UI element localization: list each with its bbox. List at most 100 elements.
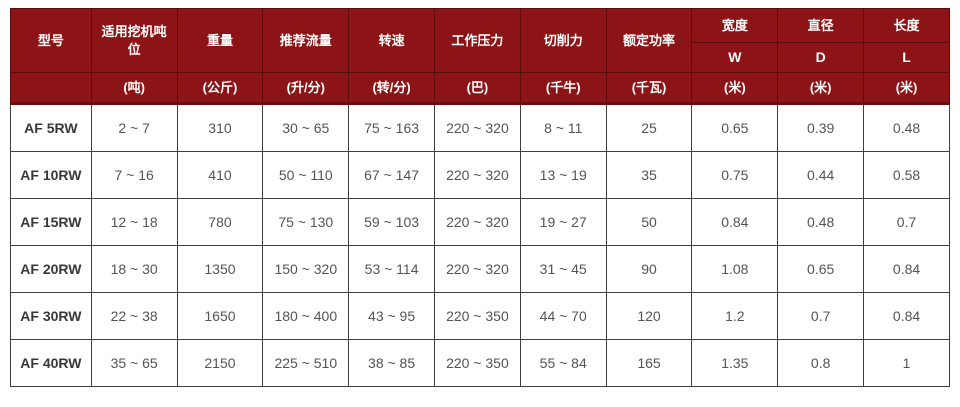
value-cell: 8 ~ 11 bbox=[519, 103, 607, 152]
value-cell: 22 ~ 38 bbox=[90, 292, 178, 340]
col-header-cutting-force: 切削力 bbox=[519, 8, 607, 73]
unit-tonnage: (吨) bbox=[90, 72, 178, 105]
unit-width: (米) bbox=[691, 72, 779, 105]
value-cell: 31 ~ 45 bbox=[519, 245, 607, 293]
value-cell: 225 ~ 510 bbox=[262, 339, 350, 387]
unit-cutting-force: (千牛) bbox=[519, 72, 607, 105]
value-cell: 220 ~ 320 bbox=[434, 103, 521, 152]
model-cell: AF 5RW bbox=[10, 103, 92, 152]
col-header-pressure: 工作压力 bbox=[434, 8, 521, 73]
col-header-tonnage: 适用挖机吨位 bbox=[90, 8, 178, 73]
value-cell: 0.8 bbox=[777, 339, 865, 387]
model-cell: AF 10RW bbox=[10, 151, 92, 199]
value-cell: 150 ~ 320 bbox=[262, 245, 350, 293]
value-cell: 59 ~ 103 bbox=[348, 198, 435, 246]
value-cell: 0.65 bbox=[777, 245, 865, 293]
value-cell: 0.84 bbox=[863, 292, 950, 340]
table-row: AF 40RW 35 ~ 65 2150 225 ~ 510 38 ~ 85 220 ~ … bbox=[10, 339, 950, 387]
unit-pressure: (巴) bbox=[434, 72, 521, 105]
unit-rated-power: (千瓦) bbox=[605, 72, 693, 105]
value-cell: 50 bbox=[605, 198, 693, 246]
spec-table: 型号 适用挖机吨位 重量 推荐流量 转速 工作压力 切削力 额定功率 宽度 直径… bbox=[10, 8, 950, 387]
value-cell: 180 ~ 400 bbox=[262, 292, 350, 340]
unit-model bbox=[10, 72, 92, 105]
value-cell: 44 ~ 70 bbox=[519, 292, 607, 340]
col-header-flow: 推荐流量 bbox=[262, 8, 350, 73]
unit-weight: (公斤) bbox=[176, 72, 264, 105]
value-cell: 50 ~ 110 bbox=[262, 151, 350, 199]
col-header-diameter: 直径 bbox=[777, 8, 865, 43]
value-cell: 780 bbox=[176, 198, 264, 246]
value-cell: 0.7 bbox=[863, 198, 950, 246]
value-cell: 2150 bbox=[176, 339, 264, 387]
table-row: AF 30RW 22 ~ 38 1650 180 ~ 400 43 ~ 95 220 ~ … bbox=[10, 292, 950, 340]
col-header-rated-power: 额定功率 bbox=[605, 8, 693, 73]
value-cell: 75 ~ 163 bbox=[348, 103, 435, 152]
value-cell: 220 ~ 320 bbox=[434, 245, 521, 293]
unit-length: (米) bbox=[863, 72, 950, 105]
model-cell: AF 40RW bbox=[10, 339, 92, 387]
value-cell: 1.2 bbox=[691, 292, 779, 340]
value-cell: 38 ~ 85 bbox=[348, 339, 435, 387]
value-cell: 220 ~ 350 bbox=[434, 292, 521, 340]
value-cell: 19 ~ 27 bbox=[519, 198, 607, 246]
header-row-units: (吨) (公斤) (升/分) (转/分) (巴) (千牛) (千瓦) (米) (… bbox=[10, 72, 950, 105]
table-row: AF 10RW 7 ~ 16 410 50 ~ 110 67 ~ 147 220 ~ 32… bbox=[10, 151, 950, 199]
table-row: AF 20RW 18 ~ 30 1350 150 ~ 320 53 ~ 114 220 ~… bbox=[10, 245, 950, 293]
value-cell: 0.75 bbox=[691, 151, 779, 199]
value-cell: 75 ~ 130 bbox=[262, 198, 350, 246]
value-cell: 1.35 bbox=[691, 339, 779, 387]
value-cell: 7 ~ 16 bbox=[90, 151, 178, 199]
col-symbol-width: W bbox=[691, 42, 779, 73]
model-cell: AF 15RW bbox=[10, 198, 92, 246]
value-cell: 0.65 bbox=[691, 103, 779, 152]
table-header: 型号 适用挖机吨位 重量 推荐流量 转速 工作压力 切削力 额定功率 宽度 直径… bbox=[10, 8, 950, 105]
header-row-titles: 型号 适用挖机吨位 重量 推荐流量 转速 工作压力 切削力 额定功率 宽度 直径… bbox=[10, 8, 950, 73]
model-cell: AF 30RW bbox=[10, 292, 92, 340]
value-cell: 0.84 bbox=[691, 198, 779, 246]
value-cell: 220 ~ 320 bbox=[434, 151, 521, 199]
value-cell: 25 bbox=[605, 103, 693, 152]
value-cell: 55 ~ 84 bbox=[519, 339, 607, 387]
value-cell: 220 ~ 350 bbox=[434, 339, 521, 387]
col-header-width: 宽度 bbox=[691, 8, 779, 43]
value-cell: 0.7 bbox=[777, 292, 865, 340]
value-cell: 90 bbox=[605, 245, 693, 293]
value-cell: 1 bbox=[863, 339, 950, 387]
col-header-weight: 重量 bbox=[176, 8, 264, 73]
table-row: AF 15RW 12 ~ 18 780 75 ~ 130 59 ~ 103 220 ~ 3… bbox=[10, 198, 950, 246]
value-cell: 120 bbox=[605, 292, 693, 340]
value-cell: 43 ~ 95 bbox=[348, 292, 435, 340]
value-cell: 310 bbox=[176, 103, 264, 152]
value-cell: 53 ~ 114 bbox=[348, 245, 435, 293]
value-cell: 30 ~ 65 bbox=[262, 103, 350, 152]
value-cell: 0.48 bbox=[863, 103, 950, 152]
value-cell: 1350 bbox=[176, 245, 264, 293]
col-header-length: 长度 bbox=[863, 8, 950, 43]
unit-diameter: (米) bbox=[777, 72, 865, 105]
value-cell: 35 ~ 65 bbox=[90, 339, 178, 387]
value-cell: 35 bbox=[605, 151, 693, 199]
value-cell: 0.58 bbox=[863, 151, 950, 199]
model-cell: AF 20RW bbox=[10, 245, 92, 293]
value-cell: 0.44 bbox=[777, 151, 865, 199]
unit-flow: (升/分) bbox=[262, 72, 350, 105]
header-row-symbols: W D L bbox=[11, 42, 950, 73]
value-cell: 1.08 bbox=[691, 245, 779, 293]
col-header-speed: 转速 bbox=[348, 8, 435, 73]
table-body: AF 5RW 2 ~ 7 310 30 ~ 65 75 ~ 163 220 ~ 320 8 … bbox=[10, 103, 950, 387]
col-header-model: 型号 bbox=[10, 8, 92, 73]
value-cell: 1650 bbox=[176, 292, 264, 340]
value-cell: 0.39 bbox=[777, 103, 865, 152]
col-symbol-diameter: D bbox=[777, 42, 865, 73]
value-cell: 410 bbox=[176, 151, 264, 199]
col-symbol-length: L bbox=[863, 42, 950, 73]
value-cell: 12 ~ 18 bbox=[90, 198, 178, 246]
table-row: AF 5RW 2 ~ 7 310 30 ~ 65 75 ~ 163 220 ~ 320 8 … bbox=[10, 103, 950, 152]
value-cell: 0.48 bbox=[777, 198, 865, 246]
value-cell: 220 ~ 320 bbox=[434, 198, 521, 246]
value-cell: 67 ~ 147 bbox=[348, 151, 435, 199]
value-cell: 0.84 bbox=[863, 245, 950, 293]
unit-speed: (转/分) bbox=[348, 72, 435, 105]
